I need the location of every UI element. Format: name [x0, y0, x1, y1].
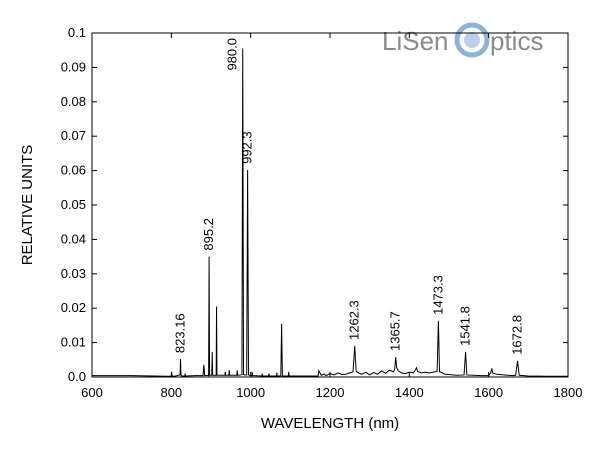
x-tick-label: 1200: [316, 385, 345, 400]
y-tick-label: 0.1: [68, 25, 86, 40]
peak-label: 895.2: [201, 218, 216, 251]
series-line-spectrum: [92, 48, 568, 377]
x-tick-label: 1600: [474, 385, 503, 400]
x-axis-title: WAVELENGTH (nm): [261, 415, 399, 432]
peak-label: 992.3: [240, 131, 255, 164]
peak-labels: 823.16 895.2 980.0 992.3 1262.3 1365.7 1473.3 1…: [173, 38, 525, 355]
y-tick-label: 0.05: [61, 197, 86, 212]
watermark-logo: LiSen ptics: [382, 22, 543, 58]
x-axis: 600 800 1000 1200 1400 1600 1800: [81, 33, 582, 400]
x-tick-label: 1800: [554, 385, 583, 400]
peak-label: 1365.7: [388, 311, 403, 351]
plot-frame: [91, 32, 569, 378]
x-tick-label: 1000: [236, 385, 265, 400]
y-axis-title: RELATIVE UNITS: [19, 145, 36, 266]
logo-text-ptics: ptics: [490, 26, 543, 56]
peak-label: 1541.8: [458, 306, 473, 346]
y-tick-label: 0.06: [61, 163, 86, 178]
logo-o-icon: [454, 22, 490, 58]
peak-label: 980.0: [225, 38, 240, 71]
x-tick-label: 1400: [395, 385, 424, 400]
y-tick-label: 0.0: [68, 369, 86, 384]
peak-label: 1473.3: [430, 275, 445, 315]
x-tick-label: 800: [160, 385, 182, 400]
y-tick-label: 0.08: [61, 94, 86, 109]
y-tick-label: 0.02: [61, 300, 86, 315]
y-tick-label: 0.01: [61, 335, 86, 350]
y-tick-label: 0.03: [61, 266, 86, 281]
y-tick-label: 0.07: [61, 128, 86, 143]
peak-label: 1262.3: [347, 300, 362, 340]
peak-label: 823.16: [173, 313, 188, 353]
y-axis: 0.0 0.01 0.02 0.03 0.04 0.05 0.06 0.07 0.08 0.09 0…: [61, 25, 568, 384]
y-tick-label: 0.09: [61, 59, 86, 74]
y-tick-label: 0.04: [61, 231, 86, 246]
peak-label: 1672.8: [510, 315, 525, 355]
x-tick-label: 600: [81, 385, 103, 400]
logo-text-lisen: LiSen: [382, 26, 449, 56]
